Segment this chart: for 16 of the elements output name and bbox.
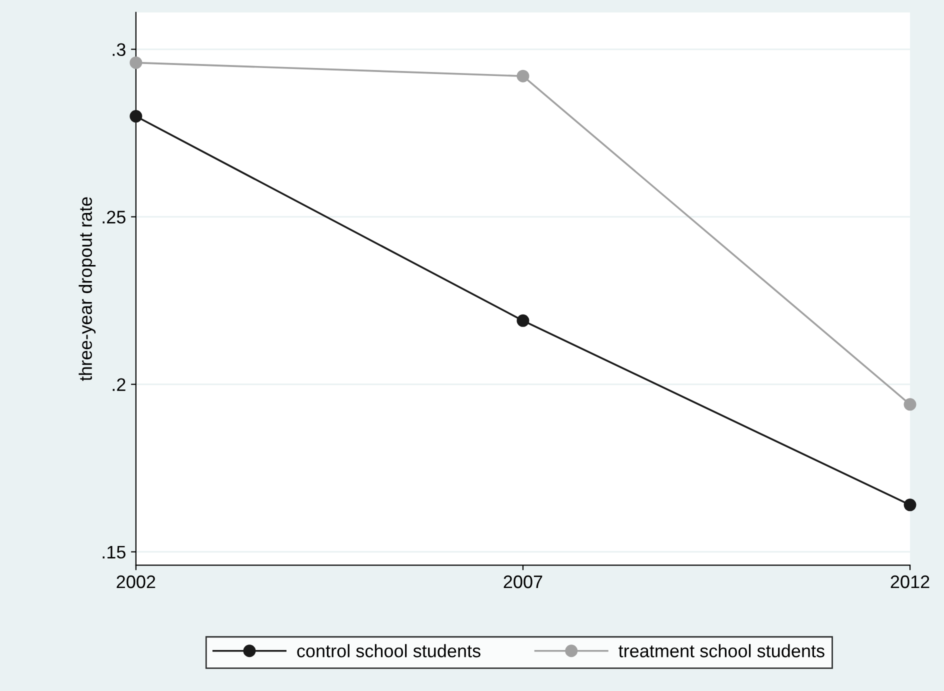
point xyxy=(904,398,916,411)
point xyxy=(516,70,530,82)
legend-label: control school students xyxy=(297,644,480,658)
point xyxy=(130,110,142,123)
point xyxy=(904,498,916,512)
x-tick-label: 2012 xyxy=(890,575,930,588)
x-tick-label: 2007 xyxy=(504,575,542,588)
legend-label: treatment school students xyxy=(618,644,824,658)
y-axis-title: three-year dropout rate xyxy=(78,197,96,381)
y-tick-label: .25 xyxy=(102,210,126,224)
y-tick-label: .2 xyxy=(112,378,126,391)
y-tick-label: .15 xyxy=(102,546,126,559)
point xyxy=(130,56,142,69)
x-tick-label: 2002 xyxy=(116,575,156,588)
y-tick-label: .3 xyxy=(112,43,126,56)
point xyxy=(516,314,530,327)
